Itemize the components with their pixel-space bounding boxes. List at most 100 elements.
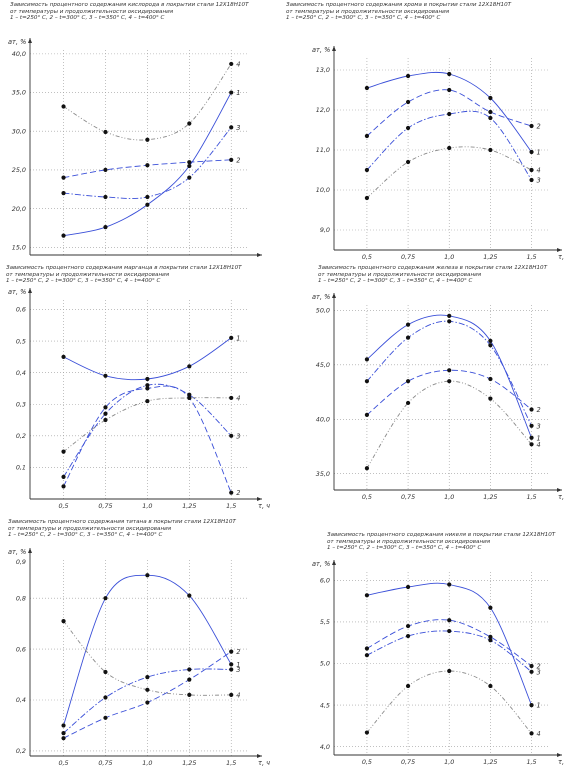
data-point — [405, 633, 411, 639]
data-point — [405, 335, 411, 340]
x-tick-label: 1,5 — [226, 502, 236, 510]
data-point — [61, 354, 66, 359]
data-point — [405, 379, 411, 384]
chart-panel-chromium: Зависимость процентного содержания хрома… — [283, 0, 566, 268]
x-tick-label: 0,5 — [58, 759, 68, 767]
y-tick-label: 9,0 — [320, 226, 330, 234]
y-tick-label: 0,4 — [16, 369, 26, 377]
title-line-1: Зависимость процентного содержания хрома… — [286, 2, 512, 8]
series-label: 3 — [537, 668, 541, 676]
data-point — [447, 628, 452, 634]
data-point — [405, 99, 411, 105]
y-tick-label: 4,0 — [320, 743, 330, 751]
series-label: 1 — [537, 702, 541, 710]
series-line-4 — [366, 670, 532, 734]
data-point — [364, 646, 370, 651]
y-axis-arrow — [28, 38, 32, 43]
series-label: 4 — [236, 691, 240, 699]
y-axis-label: ат, % — [8, 288, 26, 296]
data-point — [145, 163, 150, 168]
y-axis-arrow — [28, 288, 32, 293]
y-tick-label: 45,0 — [316, 361, 330, 369]
data-point — [61, 484, 66, 489]
y-tick-label: 0,1 — [16, 464, 26, 472]
data-point — [229, 490, 234, 495]
series-line-4 — [366, 380, 532, 469]
y-axis-arrow — [332, 46, 336, 51]
data-point — [488, 109, 493, 115]
data-point — [145, 573, 150, 578]
data-point — [447, 145, 452, 151]
chart-title: Зависимость процентного содержания марга… — [6, 265, 242, 285]
iron-chart: 0,5 0,75 1,0 1,25 1,5 35,0 40,0 45,0 50,0 ат, % τ,… — [312, 293, 566, 501]
data-point — [187, 163, 192, 169]
data-point — [447, 582, 452, 587]
series-label: 3 — [537, 422, 541, 430]
y-tick-label: 35,0 — [316, 470, 330, 478]
series-label: 1 — [537, 434, 541, 442]
data-point — [61, 723, 66, 728]
data-point — [61, 175, 66, 180]
data-point — [364, 167, 370, 173]
data-point — [364, 466, 370, 471]
y-axis-label: ат, % — [8, 38, 26, 46]
data-point — [103, 129, 108, 135]
oxygen-chart: 0,50,751,01,251,515,020,025,030,035,040,… — [8, 38, 262, 257]
data-point — [229, 395, 234, 401]
data-point — [61, 104, 66, 109]
title-line-2: от температуры и продолжительности оксид… — [327, 538, 491, 545]
y-axis-label: ат, % — [312, 293, 330, 301]
y-axis-arrow — [332, 560, 336, 565]
x-tick-label: 0,5 — [58, 502, 68, 510]
x-tick-label: 0,75 — [401, 493, 415, 501]
data-point — [447, 668, 452, 674]
title-line-3: 1 – t=250° С, 2 – t=300° С, 3 – t=350° С… — [318, 278, 473, 285]
titanium-chart: 0,5 0,75 1,0 1,25 1,5 0,2 0,4 0,6 0,8 0,9 ат, % τ, … — [8, 548, 270, 767]
data-point — [187, 121, 192, 126]
data-point — [187, 364, 192, 369]
data-point — [61, 233, 66, 238]
data-point — [529, 423, 534, 428]
y-tick-label: 40,0 — [12, 50, 26, 58]
data-point — [229, 125, 234, 130]
series-label: 2 — [236, 156, 240, 164]
y-tick-label: 11,0 — [316, 146, 330, 154]
series-label: 4 — [537, 167, 541, 175]
y-tick-label: 20,0 — [12, 205, 26, 213]
data-point — [187, 692, 192, 698]
x-tick-label: 1,25 — [483, 253, 497, 261]
data-point — [61, 618, 66, 624]
title-line-2: от температуры и продолжительности оксид… — [286, 8, 450, 15]
data-point — [488, 338, 493, 344]
series-label: 2 — [537, 406, 541, 414]
data-point — [529, 663, 534, 669]
title-line-3: 1 – t=250° С, 2 – t=300° С, 3 – t=350° С… — [6, 278, 161, 285]
data-point — [405, 584, 411, 590]
series-label: 4 — [537, 441, 541, 449]
x-tick-label: 1,25 — [483, 758, 497, 766]
title-line-3: 1 – t=250° С, 2 – t=300° С, 3 – t=350° С… — [286, 15, 441, 22]
x-tick-label: 0,75 — [401, 253, 415, 261]
y-tick-label: 4,5 — [320, 701, 330, 709]
series-line-3 — [366, 630, 532, 673]
series-label: 1 — [537, 149, 541, 157]
series-label: 4 — [537, 730, 541, 738]
data-point — [145, 687, 150, 692]
manganese-chart: 0,5 0,75 1,0 1,25 1,5 0,1 0,2 0,3 0,4 0,5 0,6 ат, %… — [8, 288, 270, 510]
title-line-1: Зависимость процентного содержания титан… — [8, 519, 236, 525]
chart-panel-iron: Зависимость процентного содержания желез… — [283, 262, 566, 514]
y-tick-label: 10,0 — [316, 186, 330, 194]
title-line-1: Зависимость процентного содержания желез… — [318, 265, 548, 271]
data-point — [61, 474, 66, 479]
x-axis-label: τ, ч — [258, 502, 270, 510]
series-label: 1 — [236, 661, 240, 669]
data-point — [405, 125, 411, 131]
x-tick-label: 0,5 — [362, 493, 372, 501]
data-point — [529, 669, 534, 674]
y-axis-arrow — [332, 293, 336, 298]
chart-panel-oxygen: Зависимость процентного содержания кисло… — [0, 0, 283, 258]
data-point — [405, 400, 411, 406]
y-tick-label: 0,6 — [16, 645, 26, 653]
series-line-1 — [63, 337, 232, 381]
x-tick-label: 1,5 — [526, 493, 536, 501]
